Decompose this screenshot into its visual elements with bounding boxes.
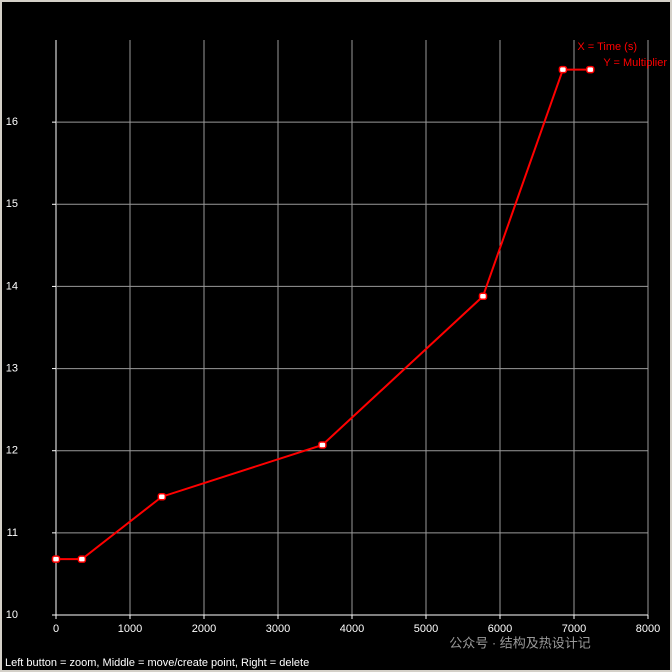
point-marker: [318, 441, 327, 449]
x-tick-label: 3000: [266, 623, 290, 635]
x-axis-legend: X = Time (s): [577, 41, 637, 53]
y-tick-label: 12: [6, 445, 18, 457]
point-marker: [478, 292, 488, 301]
y-tick-label: 11: [7, 527, 18, 539]
x-tick-label: 4000: [340, 623, 364, 635]
point-marker: [586, 65, 595, 74]
x-tick-label: 6000: [488, 623, 512, 635]
x-tick-label: 5000: [414, 623, 438, 635]
x-tick-label: 0: [53, 623, 59, 635]
y-tick-label: 15: [6, 198, 18, 210]
grid: 0 1000 2000 3000 4000 5000 6000 7000 8000 10 11 12 1…: [6, 40, 660, 635]
point-marker: [558, 65, 568, 74]
y-tick-label: 13: [6, 362, 18, 374]
status-bar: Left button = zoom, Middle = move/create…: [5, 657, 309, 669]
x-tick-label: 7000: [562, 623, 586, 635]
point-marker: [51, 555, 61, 563]
plot: [51, 65, 595, 563]
x-tick-label: 1000: [118, 623, 142, 635]
y-tick-label: 10: [6, 609, 18, 621]
point-marker: [157, 492, 167, 501]
x-tick-label: 2000: [192, 623, 216, 635]
y-axis-legend: Y = Multiplier: [603, 57, 667, 69]
point-marker: [77, 555, 87, 563]
y-tick-label: 14: [6, 280, 18, 292]
watermark: 公众号 · 结构及热设计记: [449, 635, 591, 650]
y-tick-label: 16: [6, 116, 18, 128]
x-tick-label: 8000: [636, 623, 660, 635]
